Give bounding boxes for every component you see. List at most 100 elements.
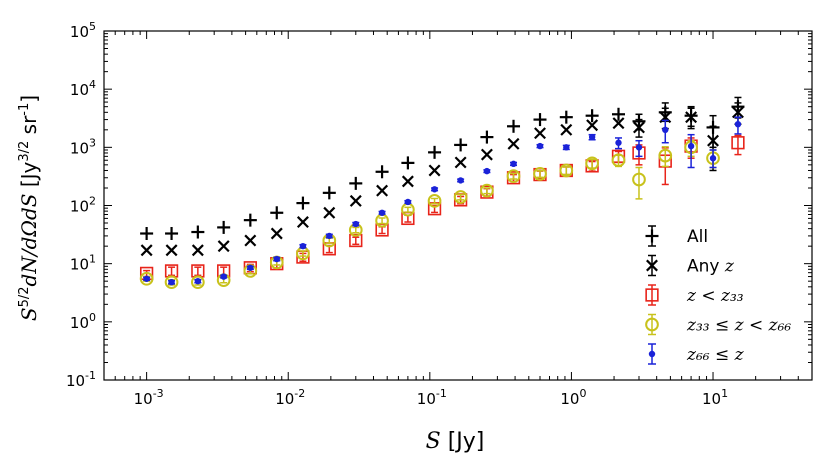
- data-point: [707, 134, 720, 147]
- circle-marker: [632, 172, 646, 187]
- data-point: [506, 169, 521, 183]
- dot-marker: [563, 144, 570, 151]
- legend: All Any z z < z₃₃ z₃₃ ≤ z < z₆₆ z₆₆ ≤ z: [645, 225, 791, 365]
- series-x: [140, 102, 744, 257]
- data-point: [352, 220, 359, 228]
- square-marker: [645, 288, 659, 302]
- data-point: [480, 130, 494, 144]
- data-point: [428, 164, 441, 177]
- legend-entry: z₆₆ ≤ z: [648, 343, 745, 365]
- data-point: [454, 156, 467, 169]
- data-point: [375, 165, 389, 179]
- legend-label: z₆₆ ≤ z: [686, 345, 745, 365]
- dot-marker: [404, 198, 412, 206]
- data-point: [247, 264, 254, 271]
- data-point: [243, 213, 257, 227]
- data-point: [427, 194, 442, 208]
- y-tick-label: 105: [70, 20, 96, 41]
- circle-marker: [427, 194, 442, 208]
- data-point: [191, 244, 204, 257]
- x-marker-b: [401, 175, 414, 188]
- dot-marker: [299, 242, 307, 250]
- data-point: [611, 153, 626, 168]
- dot-marker: [536, 142, 544, 150]
- data-point: [615, 139, 622, 146]
- x-marker-b: [140, 244, 153, 257]
- data-point: [658, 148, 673, 163]
- circle-marker: [533, 167, 547, 181]
- x-marker-b: [323, 206, 336, 219]
- data-point: [534, 127, 546, 140]
- data-point: [139, 271, 154, 286]
- data-point: [349, 233, 363, 248]
- data-point: [428, 145, 442, 159]
- data-point: [510, 160, 517, 168]
- dot-marker: [143, 275, 150, 282]
- dot-marker: [457, 177, 464, 184]
- x-marker-b: [633, 121, 645, 134]
- data-point: [296, 196, 310, 210]
- data-point: [326, 232, 333, 240]
- x-marker-b: [534, 127, 546, 140]
- legend-label: z < z₃₃: [686, 286, 744, 306]
- circle-marker: [480, 183, 494, 198]
- axes: 10-3 10-2 10-1 100 101 10-1 100 101 102 103 104 105: [66, 20, 813, 408]
- x-marker-b: [217, 240, 230, 253]
- circle-marker: [164, 275, 179, 290]
- dot-marker: [431, 186, 438, 193]
- data-point: [533, 113, 547, 127]
- series-plus: [140, 96, 745, 241]
- x-tick-label: 100: [560, 387, 586, 408]
- dot-marker: [635, 144, 643, 151]
- dot-marker: [483, 167, 491, 175]
- dot-marker: [247, 264, 254, 271]
- dot-marker: [194, 277, 202, 285]
- circle-marker: [585, 156, 599, 171]
- data-point: [168, 279, 175, 286]
- data-point: [404, 198, 412, 206]
- x-axis-label: S [Jy]: [426, 429, 485, 454]
- data-point: [140, 227, 154, 241]
- data-point: [709, 155, 717, 162]
- legend-entry: Any z: [646, 254, 735, 277]
- data-point: [244, 234, 257, 247]
- x-tick-label: 10-2: [275, 387, 305, 408]
- data-point: [585, 109, 599, 123]
- circle-marker: [611, 153, 626, 168]
- x-marker-b: [270, 227, 283, 240]
- data-point: [635, 144, 643, 151]
- data-point: [633, 121, 645, 134]
- dot-marker: [352, 220, 359, 228]
- y-tick-label: 10-1: [66, 369, 96, 390]
- data-point: [453, 190, 468, 204]
- data-point: [632, 172, 646, 187]
- x-marker-b: [707, 134, 720, 147]
- x-tick-label: 10-1: [417, 387, 447, 408]
- square-marker: [349, 233, 363, 248]
- dot-marker: [378, 209, 386, 216]
- data-point: [559, 163, 574, 178]
- data-point: [559, 110, 573, 124]
- legend-entry: z₃₃ ≤ z < z₆₆: [645, 313, 791, 336]
- data-point: [431, 186, 438, 193]
- y-tick-label: 104: [70, 78, 96, 99]
- y-tick-label: 102: [70, 195, 96, 216]
- dot-marker: [326, 232, 333, 240]
- circle-marker: [190, 275, 205, 290]
- dot-marker: [220, 273, 227, 280]
- y-tick-label: 100: [70, 311, 96, 332]
- data-point: [563, 144, 570, 151]
- y-tick-label: 103: [70, 136, 96, 157]
- circle-marker: [658, 148, 673, 163]
- data-point: [586, 119, 599, 132]
- data-point: [401, 156, 415, 170]
- x-marker-b: [376, 184, 389, 197]
- dot-marker: [709, 155, 717, 162]
- dot-marker: [510, 160, 517, 168]
- data-point: [190, 275, 205, 290]
- dot-marker: [168, 279, 175, 286]
- circle-marker: [645, 317, 659, 332]
- data-point: [454, 138, 468, 152]
- data-point: [220, 273, 227, 280]
